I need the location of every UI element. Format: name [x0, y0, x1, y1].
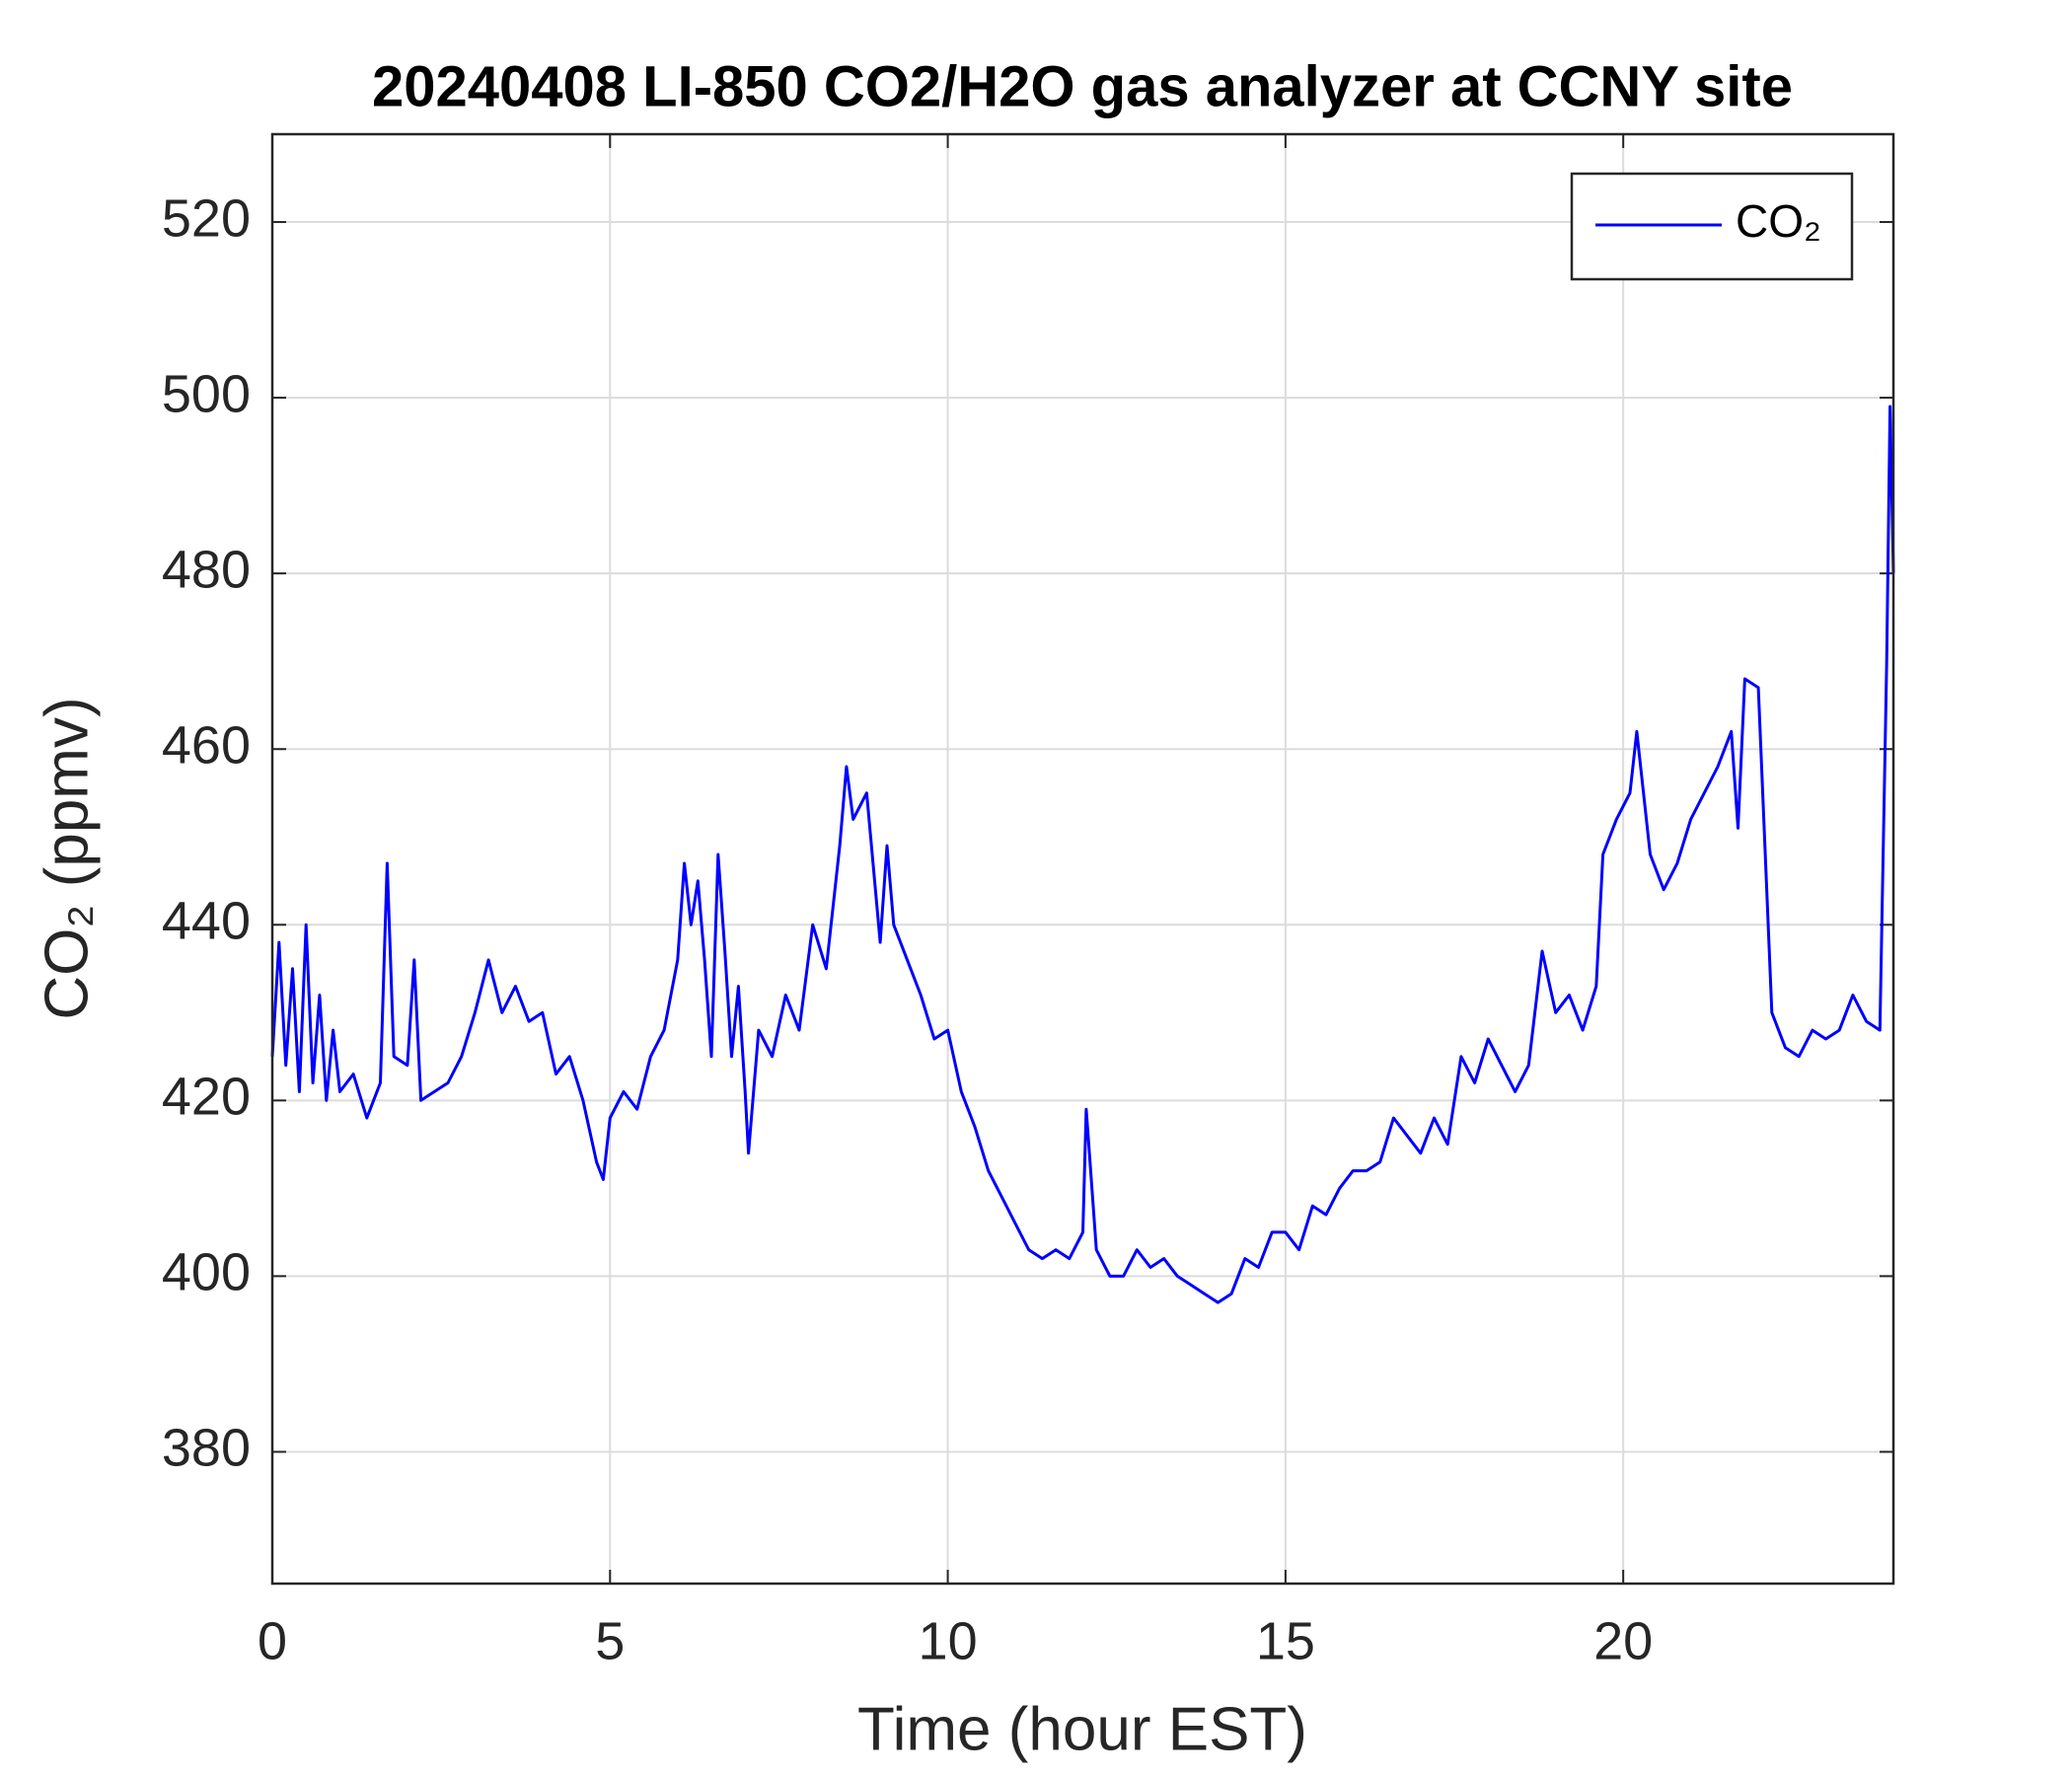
x-tick-label: 0	[258, 1611, 287, 1670]
y-tick-label: 460	[162, 715, 251, 775]
y-tick-label: 500	[162, 364, 251, 423]
y-axis-label: CO₂ (ppmv)	[33, 697, 101, 1019]
y-tick-label: 400	[162, 1243, 251, 1302]
axes-box	[270, 132, 1895, 1586]
y-tick-label: 480	[162, 540, 251, 599]
legend-label: CO₂	[1736, 195, 1821, 247]
y-tick-label: 420	[162, 1068, 251, 1127]
x-axis-label: Time (hour EST)	[857, 1695, 1307, 1763]
x-tick-label: 5	[595, 1611, 625, 1670]
x-tick-label: 20	[1593, 1611, 1653, 1670]
y-tick-label: 520	[162, 188, 251, 248]
x-tick-label: 15	[1256, 1611, 1315, 1670]
y-tick-label: 380	[162, 1419, 251, 1478]
x-tick-label: 10	[919, 1611, 978, 1670]
chart-title: 20240408 LI-850 CO2/H2O gas analyzer at …	[372, 54, 1793, 118]
y-tick-label: 440	[162, 892, 251, 951]
data-line	[270, 405, 1895, 1304]
plot-area	[272, 134, 1893, 1584]
